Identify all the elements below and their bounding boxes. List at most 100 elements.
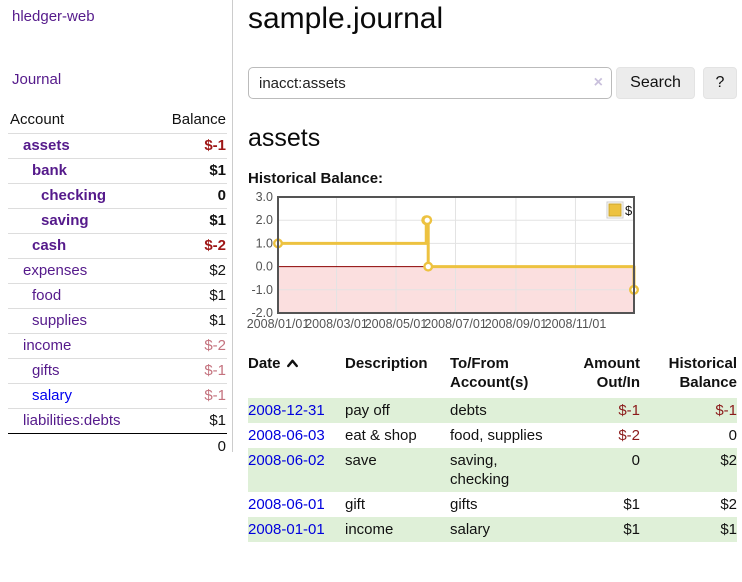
search-input[interactable] bbox=[248, 67, 612, 99]
register-header-amount: Amount Out/In bbox=[554, 352, 640, 398]
account-balance: 0 bbox=[157, 184, 227, 209]
transaction-balance: $1 bbox=[640, 517, 737, 542]
transaction-accounts: gifts bbox=[450, 492, 554, 517]
accounts-table-body: assets $-1 bank $1 checking 0 saving $1 … bbox=[8, 134, 227, 434]
transaction-amount: $1 bbox=[554, 492, 640, 517]
accounts-table: Account Balance assets $-1 bank $1 check… bbox=[8, 108, 227, 459]
transaction-date-link[interactable]: 2008-01-01 bbox=[248, 521, 325, 538]
account-balance: $-1 bbox=[157, 359, 227, 384]
register-row: 2008-06-02 save saving, checking 0 $2 bbox=[248, 448, 737, 492]
svg-text:2008/01/01: 2008/01/01 bbox=[247, 317, 310, 331]
account-row: cash $-2 bbox=[8, 234, 227, 259]
accounts-total-row: 0 bbox=[8, 434, 227, 460]
accounts-header-row: Account Balance bbox=[8, 108, 227, 134]
help-button[interactable]: ? bbox=[703, 67, 737, 99]
register-row: 2008-12-31 pay off debts $-1 $-1 bbox=[248, 398, 737, 423]
account-balance: $-2 bbox=[157, 234, 227, 259]
brand-link[interactable]: hledger-web bbox=[12, 8, 95, 25]
transaction-description: pay off bbox=[345, 398, 450, 423]
register-table-body: 2008-12-31 pay off debts $-1 $-1 2008-06… bbox=[248, 398, 737, 542]
svg-text:$: $ bbox=[625, 203, 633, 218]
account-link[interactable]: salary bbox=[9, 387, 72, 405]
transaction-amount: $1 bbox=[554, 517, 640, 542]
account-link[interactable]: liabilities:debts bbox=[9, 412, 121, 430]
account-row: supplies $1 bbox=[8, 309, 227, 334]
accounts-header-account: Account bbox=[8, 108, 157, 134]
transaction-description: eat & shop bbox=[345, 423, 450, 448]
search-button[interactable]: Search bbox=[616, 67, 695, 99]
account-link[interactable]: assets bbox=[9, 137, 70, 155]
account-row: bank $1 bbox=[8, 159, 227, 184]
account-link[interactable]: checking bbox=[9, 187, 106, 205]
account-link[interactable]: expenses bbox=[9, 262, 87, 280]
svg-text:2.0: 2.0 bbox=[256, 213, 273, 227]
account-balance: $-2 bbox=[157, 334, 227, 359]
account-row: assets $-1 bbox=[8, 134, 227, 159]
transaction-date-link[interactable]: 2008-06-02 bbox=[248, 452, 325, 469]
clear-search-icon[interactable]: × bbox=[594, 73, 603, 93]
transaction-accounts: debts bbox=[450, 398, 554, 423]
transaction-description: gift bbox=[345, 492, 450, 517]
nav-journal-link[interactable]: Journal bbox=[12, 71, 61, 88]
svg-text:-1.0: -1.0 bbox=[251, 283, 273, 297]
account-link[interactable]: supplies bbox=[9, 312, 87, 330]
register-row: 2008-01-01 income salary $1 $1 bbox=[248, 517, 737, 542]
sidebar: hledger-web Journal Account Balance asse… bbox=[0, 0, 233, 452]
account-link[interactable]: income bbox=[9, 337, 71, 355]
hledger-web-page: { "app": { "brand": "hledger-web", "nav_… bbox=[0, 0, 742, 582]
account-link[interactable]: bank bbox=[9, 162, 67, 180]
account-balance: $-1 bbox=[157, 134, 227, 159]
account-link[interactable]: food bbox=[9, 287, 61, 305]
account-link[interactable]: cash bbox=[9, 237, 66, 255]
account-row: salary $-1 bbox=[8, 384, 227, 409]
accounts-total-value: 0 bbox=[157, 434, 227, 460]
transaction-balance: 0 bbox=[640, 423, 737, 448]
account-balance: $1 bbox=[157, 409, 227, 434]
transaction-accounts: saving, checking bbox=[450, 448, 554, 492]
account-balance: $2 bbox=[157, 259, 227, 284]
account-link[interactable]: gifts bbox=[9, 362, 60, 380]
transaction-date-link[interactable]: 2008-06-03 bbox=[248, 427, 325, 444]
chart-label: Historical Balance: bbox=[248, 170, 742, 187]
accounts-header-balance: Balance bbox=[157, 108, 227, 134]
transaction-date-link[interactable]: 2008-06-01 bbox=[248, 496, 325, 513]
account-row: liabilities:debts $1 bbox=[8, 409, 227, 434]
register-header-date[interactable]: Date bbox=[248, 352, 345, 398]
register-header-description: Description bbox=[345, 352, 450, 398]
accounts-total-spacer bbox=[8, 434, 157, 460]
main-content: sample.journal × Search ? assets Histori… bbox=[248, 0, 742, 542]
sidebar-nav: Journal bbox=[12, 71, 226, 88]
svg-text:3.0: 3.0 bbox=[256, 190, 273, 204]
account-link[interactable]: saving bbox=[9, 212, 89, 230]
transaction-balance: $2 bbox=[640, 492, 737, 517]
transaction-accounts: food, supplies bbox=[450, 423, 554, 448]
transaction-amount: 0 bbox=[554, 448, 640, 492]
svg-text:1.0: 1.0 bbox=[256, 236, 273, 250]
account-row: saving $1 bbox=[8, 209, 227, 234]
transaction-description: income bbox=[345, 517, 450, 542]
account-balance: $1 bbox=[157, 209, 227, 234]
svg-text:0.0: 0.0 bbox=[256, 260, 273, 274]
transaction-amount: $-2 bbox=[554, 423, 640, 448]
search-input-wrap: × bbox=[248, 67, 612, 99]
page-title: sample.journal bbox=[248, 2, 742, 36]
historical-balance-chart: $3.02.01.00.0-1.0-2.02008/01/012008/03/0… bbox=[248, 191, 742, 339]
register-header-accounts: To/From Account(s) bbox=[450, 352, 554, 398]
transaction-date-link[interactable]: 2008-12-31 bbox=[248, 402, 325, 419]
account-page-title: assets bbox=[248, 124, 742, 153]
sort-ascending-icon bbox=[286, 358, 299, 369]
transaction-balance: $2 bbox=[640, 448, 737, 492]
account-row: food $1 bbox=[8, 284, 227, 309]
account-row: gifts $-1 bbox=[8, 359, 227, 384]
svg-text:2008/07/01: 2008/07/01 bbox=[424, 317, 487, 331]
app-brand: hledger-web bbox=[12, 8, 226, 25]
svg-text:2008/11/01: 2008/11/01 bbox=[545, 317, 607, 331]
svg-text:2008/03/01: 2008/03/01 bbox=[305, 317, 368, 331]
transaction-accounts: salary bbox=[450, 517, 554, 542]
register-table: Date Description To/From Account(s) Amou… bbox=[248, 352, 737, 542]
account-balance: $1 bbox=[157, 284, 227, 309]
transaction-balance: $-1 bbox=[640, 398, 737, 423]
register-header-row: Date Description To/From Account(s) Amou… bbox=[248, 352, 737, 398]
search-bar: × Search ? bbox=[248, 67, 742, 99]
account-row: income $-2 bbox=[8, 334, 227, 359]
